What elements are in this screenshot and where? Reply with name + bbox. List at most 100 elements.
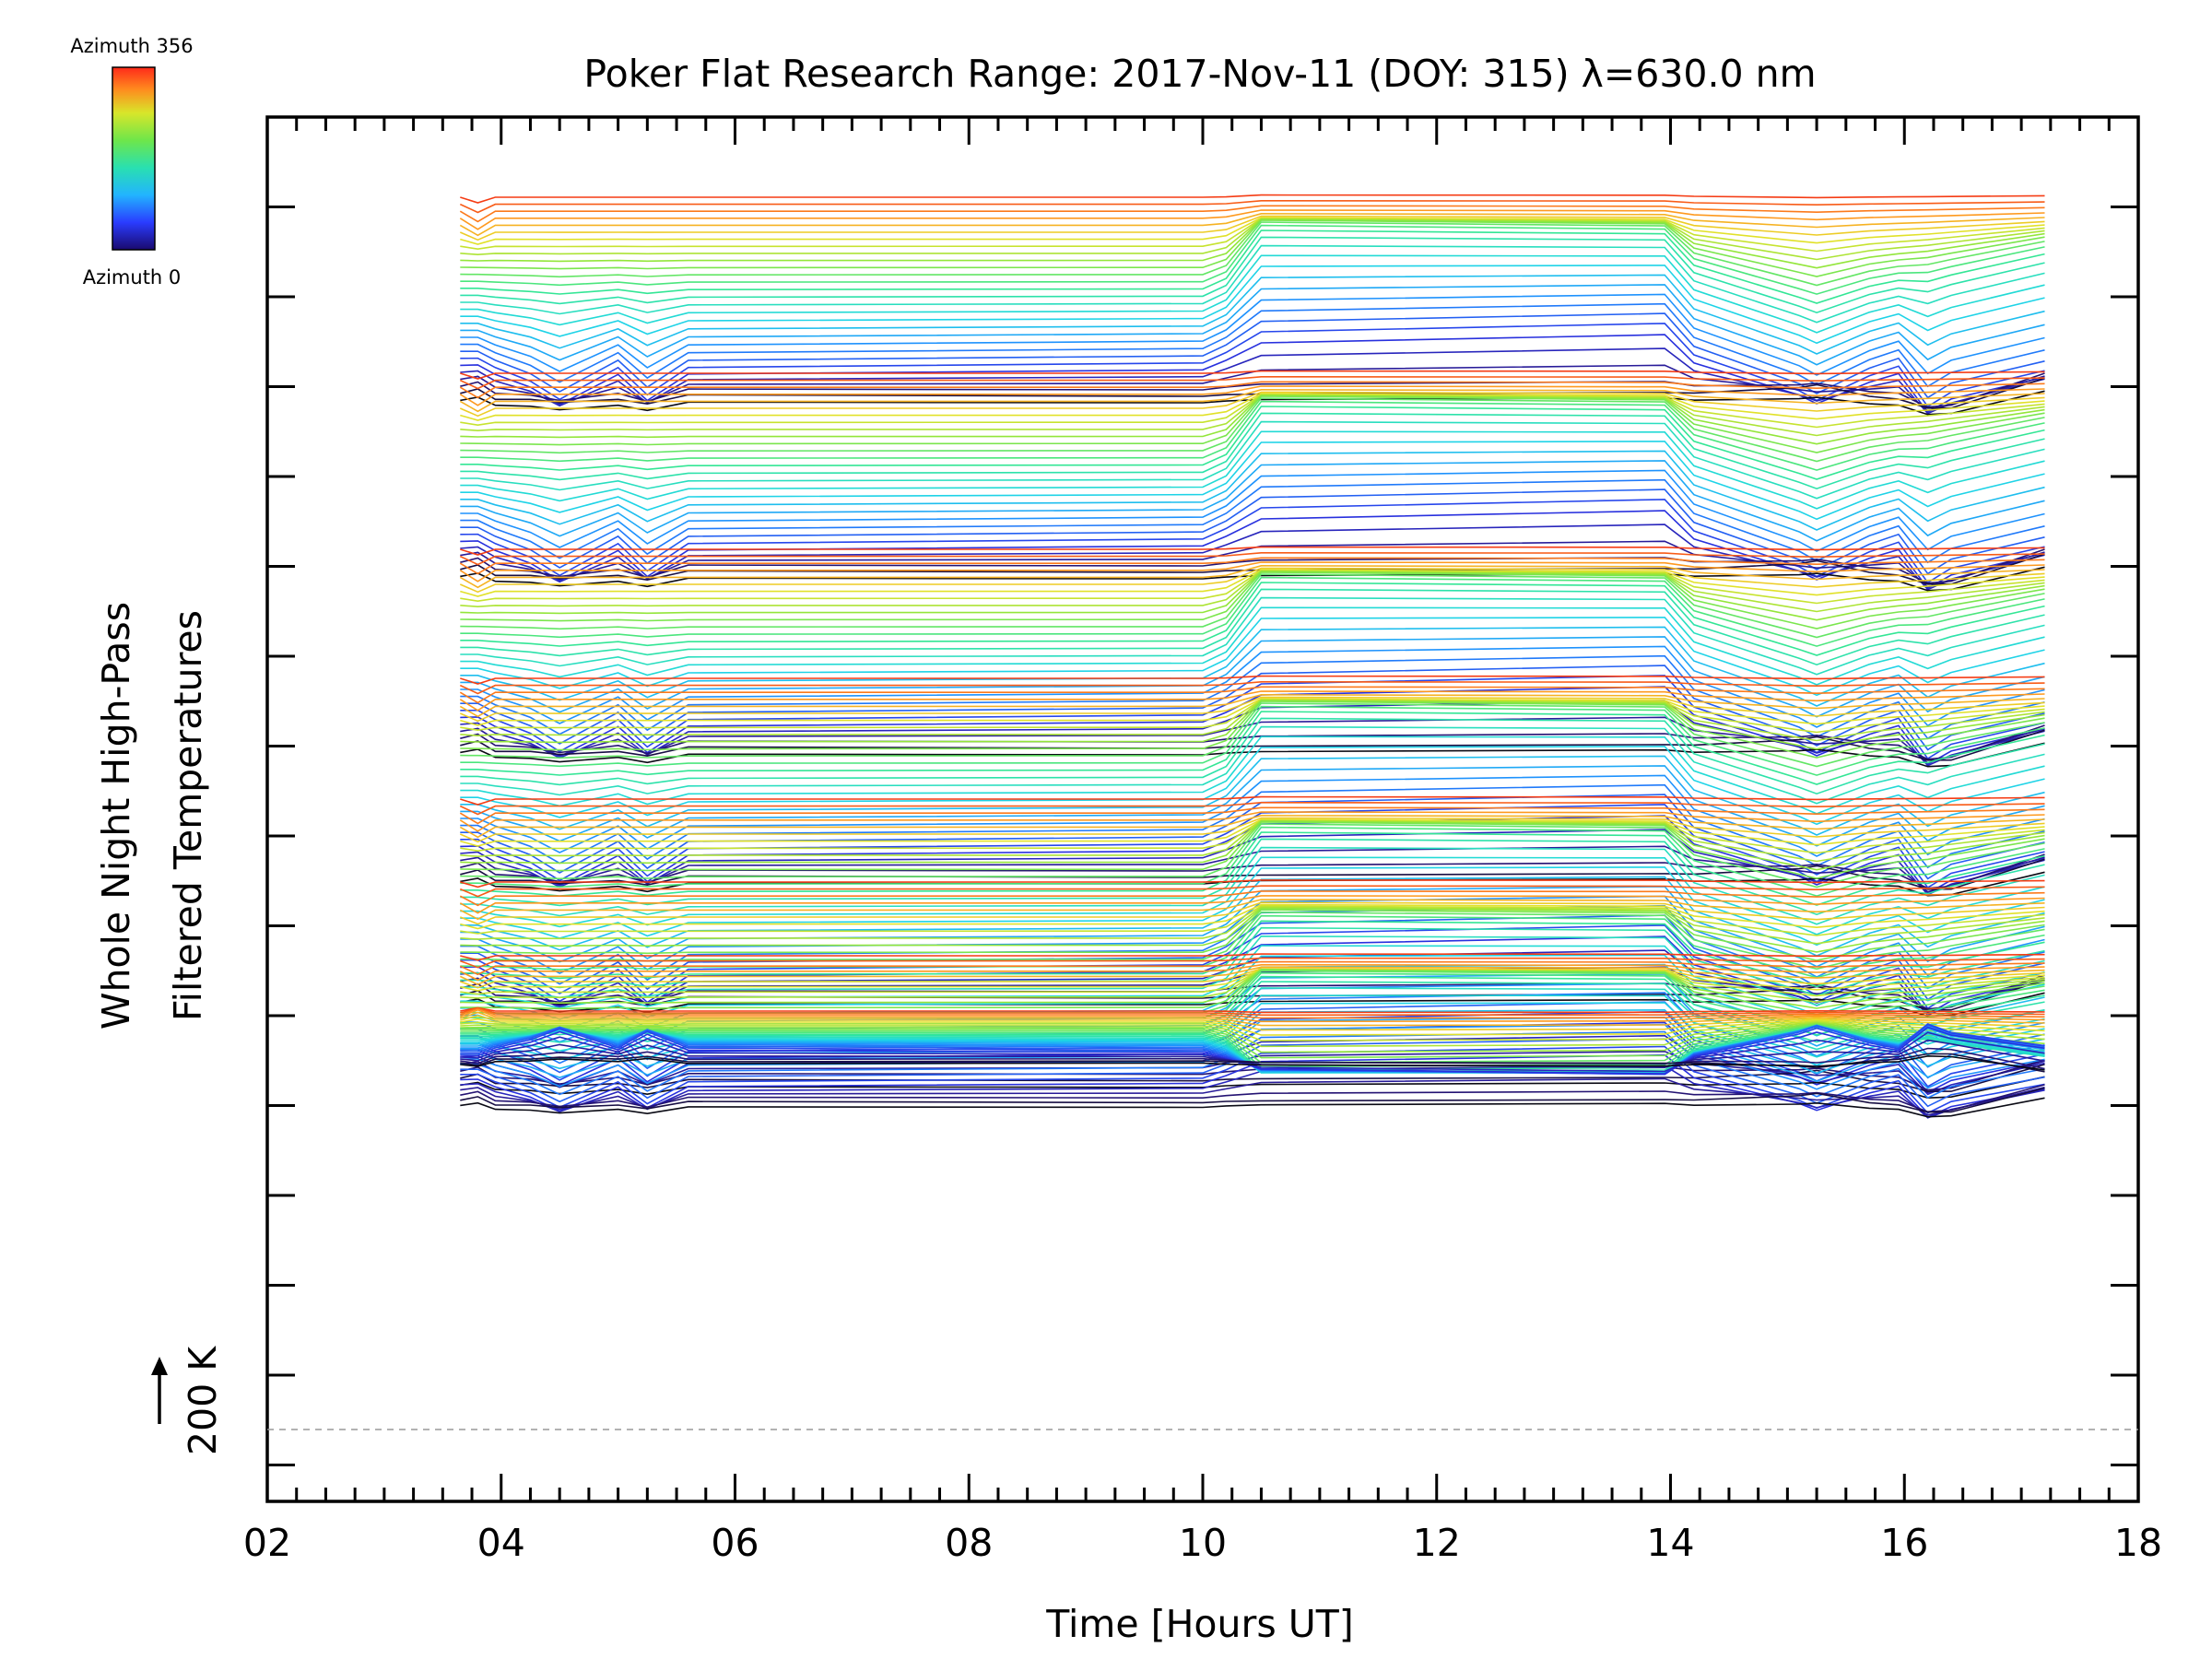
series-line — [460, 818, 2045, 847]
series-line — [460, 968, 2045, 989]
series-line — [460, 1030, 2045, 1100]
series-line — [460, 794, 2045, 880]
series-line — [460, 1023, 2045, 1090]
series-line — [460, 698, 2045, 726]
series-line — [460, 935, 2045, 1006]
series-line — [460, 229, 2045, 304]
series-line — [460, 218, 2045, 261]
y-axis-label-line1: Whole Night High-Pass — [94, 602, 138, 1030]
series-line — [459, 375, 2045, 390]
series-line — [460, 1006, 2045, 1017]
series-line — [460, 412, 2045, 490]
series-line — [460, 746, 2045, 826]
series-line — [459, 899, 2045, 921]
series-layer — [459, 194, 2045, 1119]
series-line — [460, 1087, 2045, 1113]
series-line — [460, 699, 2045, 742]
series-line — [459, 564, 2045, 589]
series-line — [460, 1021, 2045, 1048]
series-line — [460, 804, 2045, 889]
series-line — [460, 675, 2045, 685]
series-line — [460, 395, 2045, 453]
series-line — [459, 963, 2045, 982]
series-line — [459, 199, 2045, 214]
series-line — [460, 420, 2045, 500]
series-line — [460, 394, 2045, 429]
series-line — [460, 499, 2045, 584]
series-line — [460, 406, 2045, 480]
series-line — [459, 205, 2045, 223]
series-line — [460, 846, 2045, 925]
series-line — [460, 1031, 2045, 1073]
series-line — [460, 510, 2045, 590]
series-line — [460, 905, 2045, 936]
series-line — [459, 381, 2045, 399]
x-tick-label: 06 — [711, 1521, 759, 1565]
series-line — [460, 876, 2045, 957]
x-tick-labels: 02 04 06 08 10 12 14 16 18 — [243, 1521, 2162, 1565]
series-line — [459, 895, 2045, 914]
series-line — [459, 690, 2045, 712]
series-line — [460, 390, 2045, 416]
series-line — [460, 397, 2045, 463]
x-tick-label: 10 — [1179, 1521, 1227, 1565]
series-line — [460, 742, 2045, 768]
series-line — [460, 755, 2045, 836]
series-line — [459, 960, 2045, 976]
series-line — [460, 826, 2045, 897]
series-line — [460, 293, 2045, 376]
series-line — [460, 700, 2045, 750]
series-line — [460, 370, 2045, 380]
series-line — [460, 1053, 2045, 1073]
series-line — [460, 576, 2045, 647]
series-line — [460, 774, 2045, 857]
series-line — [460, 219, 2045, 277]
scale-bar-label: 200 K — [181, 1346, 225, 1455]
series-line — [460, 819, 2045, 863]
series-line — [459, 806, 2045, 825]
chart-title: Poker Flat Research Range: 2017-Nov-11 (… — [583, 52, 1816, 96]
x-tick-label: 08 — [945, 1521, 993, 1565]
colorbar-gradient — [112, 66, 156, 251]
series-line — [460, 1018, 2045, 1036]
x-tick-label: 12 — [1413, 1521, 1461, 1565]
y-axis-label-line2: Filtered Temperatures — [166, 610, 210, 1021]
x-tick-label: 02 — [243, 1521, 291, 1565]
series-line — [460, 1019, 2045, 1041]
series-line — [460, 636, 2045, 718]
series-line — [460, 1006, 2045, 1014]
series-line — [460, 571, 2045, 621]
series-line — [460, 705, 2045, 776]
series-line — [460, 724, 2045, 760]
series-line — [460, 700, 2045, 759]
series-line — [459, 557, 2045, 575]
axis-ticks — [265, 117, 2140, 1501]
series-line — [460, 969, 2045, 992]
series-line — [460, 1007, 2045, 1019]
series-line — [460, 236, 2045, 314]
series-line — [459, 215, 2045, 241]
series-line — [460, 1024, 2045, 1068]
series-line — [460, 606, 2045, 686]
series-line — [459, 817, 2045, 843]
series-line — [460, 460, 2045, 542]
series-line — [460, 906, 2045, 945]
series-line — [460, 569, 2045, 597]
series-line — [460, 1053, 2045, 1119]
series-line — [460, 217, 2045, 245]
series-line — [460, 645, 2045, 728]
series-line — [460, 725, 2045, 805]
series-line — [460, 823, 2045, 888]
x-tick-label: 16 — [1880, 1521, 1928, 1565]
series-line — [460, 582, 2045, 656]
plot-frame — [265, 115, 2140, 1503]
series-line — [459, 814, 2045, 839]
series-line — [460, 546, 2045, 556]
series-line — [460, 570, 2045, 613]
series-line — [460, 323, 2045, 408]
series-line — [460, 265, 2045, 345]
series-line — [460, 469, 2045, 552]
series-line — [460, 1058, 2045, 1091]
series-line — [460, 1025, 2045, 1071]
